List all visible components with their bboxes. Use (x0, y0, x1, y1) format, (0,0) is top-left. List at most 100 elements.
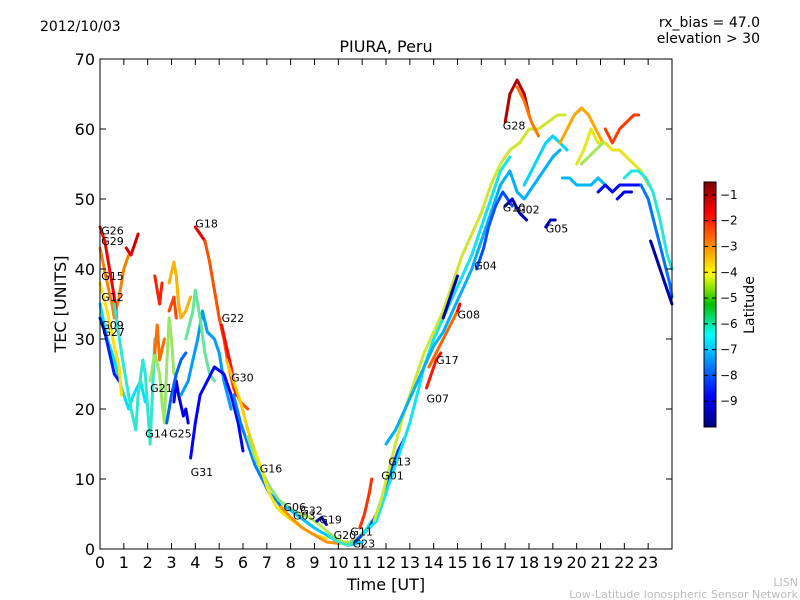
tec-track-10 (153, 323, 166, 362)
satellite-label-g25: G25 (169, 428, 192, 441)
tec-track-2 (98, 316, 121, 383)
x-tick-label: 10 (328, 553, 348, 572)
y-tick-label: 10 (75, 470, 95, 489)
x-axis: 0 1 2 3 4 5 6 7 8 9 10 11 12 13 14 15 16 17 18 19 20 21 22 23 (95, 59, 658, 572)
satellite-label-g16: G16 (260, 463, 283, 476)
tec-track-49 (596, 183, 643, 194)
tec-track-8 (148, 316, 176, 425)
satellite-label-g07: G07 (427, 393, 450, 406)
tec-track-40 (503, 197, 529, 222)
satellite-label-g12: G12 (101, 291, 124, 304)
satellite-label-g06: G06 (284, 501, 307, 514)
x-axis-label: Time [UT] (346, 575, 425, 594)
x-tick-label: 9 (309, 553, 319, 572)
colorbar-tick-label: −5 (720, 291, 738, 305)
y-tick-label: 0 (85, 540, 95, 559)
satellite-label-g03: G03 (293, 509, 316, 522)
x-tick-label: 14 (423, 553, 443, 572)
x-tick-label: 0 (95, 553, 105, 572)
x-tick-label: 18 (519, 553, 539, 572)
x-tick-label: 11 (352, 553, 372, 572)
tec-track-17 (189, 365, 245, 460)
satellite-label-g05: G05 (546, 222, 569, 235)
x-tick-label: 22 (614, 553, 634, 572)
satellite-label-g22: G22 (222, 312, 245, 325)
x-tick-label: 13 (400, 553, 420, 572)
y-tick-label: 20 (75, 400, 95, 419)
tec-track-48 (579, 141, 605, 166)
satellite-label-g31: G31 (191, 466, 214, 479)
x-tick-label: 8 (286, 553, 296, 572)
satellite-label-g32: G32 (300, 505, 323, 518)
satellite-label-g09: G09 (101, 319, 124, 332)
colorbar-tick-label: −7 (720, 343, 738, 357)
x-tick-label: 2 (143, 553, 153, 572)
colorbar-tick-label: −3 (720, 239, 738, 253)
satellite-label-g20: G20 (334, 529, 357, 542)
x-tick-label: 17 (495, 553, 515, 572)
x-tick-label: 4 (190, 553, 200, 572)
x-tick-label: 6 (238, 553, 248, 572)
tec-track-27 (298, 512, 355, 544)
tec-track-46 (558, 106, 605, 145)
x-tick-label: 1 (119, 553, 129, 572)
colorbar-ticks: −1 −2 −3 −4 −5 −6 −7 −8 −9 (704, 188, 738, 408)
tec-track-44 (544, 218, 557, 229)
x-tick-label: 21 (590, 553, 610, 572)
elevation-label: elevation > 30 (657, 31, 760, 47)
colorbar-tick-label: −4 (720, 265, 738, 279)
satellite-label-g11: G11 (350, 526, 373, 539)
tec-track-35 (425, 351, 443, 390)
tec-track-30 (358, 477, 374, 530)
x-tick-label: 16 (471, 553, 491, 572)
y-tick-label: 40 (75, 260, 95, 279)
tec-track-22 (232, 393, 288, 516)
tec-track-15 (179, 309, 233, 411)
x-tick-label: 20 (566, 553, 586, 572)
tec-track-14 (165, 351, 188, 425)
colorbar-tick-label: −1 (720, 188, 738, 202)
tec-track-34 (384, 148, 562, 446)
y-axis-label: TEC [UNITS] (51, 256, 70, 354)
date-label: 2012/10/03 (40, 19, 121, 35)
footer-org: LISN (773, 576, 798, 589)
tec-track-47 (575, 127, 650, 187)
satellite-label-g01: G01 (381, 470, 404, 483)
satellite-label-g26: G26 (101, 225, 124, 238)
tec-track-4 (98, 246, 131, 320)
colorbar-tick-label: −8 (720, 368, 738, 382)
tec-track-9 (153, 274, 164, 306)
tec-track-39 (475, 190, 514, 271)
tec-track-37 (441, 274, 459, 320)
tec-track-12 (167, 295, 178, 320)
satellite-label-g28: G28 (503, 120, 526, 133)
satellite-label-g08: G08 (458, 309, 481, 322)
x-tick-label: 19 (543, 553, 563, 572)
y-tick-label: 30 (75, 330, 95, 349)
colorbar-tick-label: −2 (720, 214, 738, 228)
tec-track-3 (98, 281, 123, 397)
tec-track-18 (193, 225, 207, 243)
tec-track-42 (515, 85, 540, 138)
satellite-label-g10: G10 (503, 201, 526, 214)
satellite-label-g02: G02 (517, 204, 540, 217)
satellite-label-g30: G30 (231, 372, 254, 385)
tec-track-52 (622, 169, 674, 271)
y-tick-label: 60 (75, 120, 95, 139)
x-tick-label: 12 (376, 553, 396, 572)
x-tick-label: 23 (638, 553, 658, 572)
colorbar-label: Latitude (742, 276, 758, 334)
satellite-label-g15: G15 (101, 270, 124, 283)
satellite-label-g27: G27 (102, 326, 125, 339)
tec-track-7 (124, 232, 140, 257)
satellite-label-g04: G04 (474, 260, 497, 273)
rx-bias-label: rx_bias = 47.0 (659, 15, 760, 31)
satellite-label-g19: G19 (319, 514, 342, 527)
tec-track-36 (427, 309, 459, 369)
satellite-label-g18: G18 (195, 218, 218, 231)
footer-network: Low-Latitude Ionospheric Sensor Network (569, 588, 798, 600)
tec-track-54 (649, 239, 674, 306)
satellite-label-g14: G14 (145, 428, 168, 441)
